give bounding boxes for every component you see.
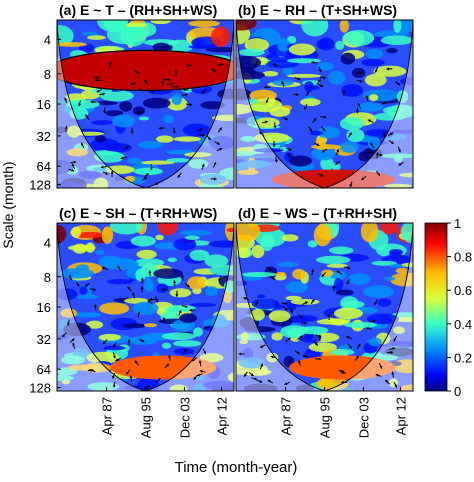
y-tick-label: 16 (37, 97, 51, 112)
x-tick-label: Apr 12 (215, 397, 230, 435)
x-tick-label: Dec 03 (356, 397, 371, 438)
panel-frame (235, 19, 414, 189)
y-tick-label: 32 (37, 129, 51, 144)
colorbar-tick-label: 0 (454, 384, 461, 399)
y-tick-label: 64 (37, 159, 51, 174)
colorbar-tick-label: 0.6 (454, 283, 472, 298)
y-axis-label: Scale (month) (0, 161, 16, 248)
phase-arrows (61, 265, 222, 389)
x-axis-label: Time (month-year) (175, 459, 298, 476)
y-tick-label: 32 (37, 332, 51, 347)
y-tick-label: 4 (44, 235, 51, 250)
phase-arrows (64, 61, 225, 186)
colorbar-tick-label: 0.4 (454, 317, 472, 332)
colorbar-gradient (424, 222, 448, 392)
x-tick-label: Aug 95 (318, 397, 333, 438)
cone-of-influence-shading (57, 22, 234, 188)
cone-of-influence-shading (57, 225, 234, 391)
y-tick-label: 16 (37, 300, 51, 315)
cone-of-influence-line (236, 224, 413, 391)
cone-of-influence-shading (236, 22, 413, 188)
panel-title-a: (a) E ~ T – (RH+SH+WS) (59, 2, 217, 18)
phase-arrows (254, 60, 404, 188)
panel-title-b: (b) E ~ RH – (T+SH+WS) (238, 2, 397, 18)
panel-a: (a) E ~ T – (RH+SH+WS) 4 8 16 32 64 128 (29, 2, 235, 193)
panel-title-c: (c) E ~ SH – (T+RH+WS) (59, 205, 217, 221)
cone-of-influence-line (57, 21, 234, 188)
y-tick-label: 8 (44, 270, 51, 285)
colorbar-tick-label: 1 (454, 216, 461, 231)
cone-of-influence-line (236, 21, 413, 188)
y-tick-label: 128 (29, 178, 51, 193)
panel-d: (d) E ~ WS – (T+RH+SH) Apr 87 Aug 95 Dec 03… (235, 205, 414, 438)
coherence-blobs (236, 20, 413, 188)
x-tick-label: Apr 87 (100, 397, 115, 435)
phase-arrows (238, 266, 398, 388)
panel-c: (c) E ~ SH – (T+RH+WS) 4 8 16 32 64 128 Apr 87 A… (29, 205, 235, 438)
x-tick-label: Dec 03 (177, 397, 192, 438)
y-tick-label: 8 (44, 67, 51, 82)
x-tick-label: Apr 87 (279, 397, 294, 435)
y-tick-label: 128 (29, 381, 51, 396)
coherence-blobs (57, 223, 234, 391)
cone-of-influence-line (57, 224, 234, 391)
cone-of-influence-shading (236, 225, 413, 391)
x-tick-label: Apr 12 (394, 397, 409, 435)
panel-b: (b) E ~ RH – (T+SH+WS) (235, 2, 414, 189)
y-tick-label: 4 (44, 32, 51, 47)
panel-title-d: (d) E ~ WS – (T+RH+SH) (238, 205, 397, 221)
y-tick-label: 64 (37, 362, 51, 377)
colorbar-tick-label: 0.2 (454, 350, 472, 365)
x-tick-label: Aug 95 (139, 397, 154, 438)
colorbar-tick-label: 0.8 (454, 250, 472, 265)
coherence-blobs (236, 223, 413, 391)
colorbar: 1 0.8 0.6 0.4 0.2 0 (424, 216, 472, 399)
